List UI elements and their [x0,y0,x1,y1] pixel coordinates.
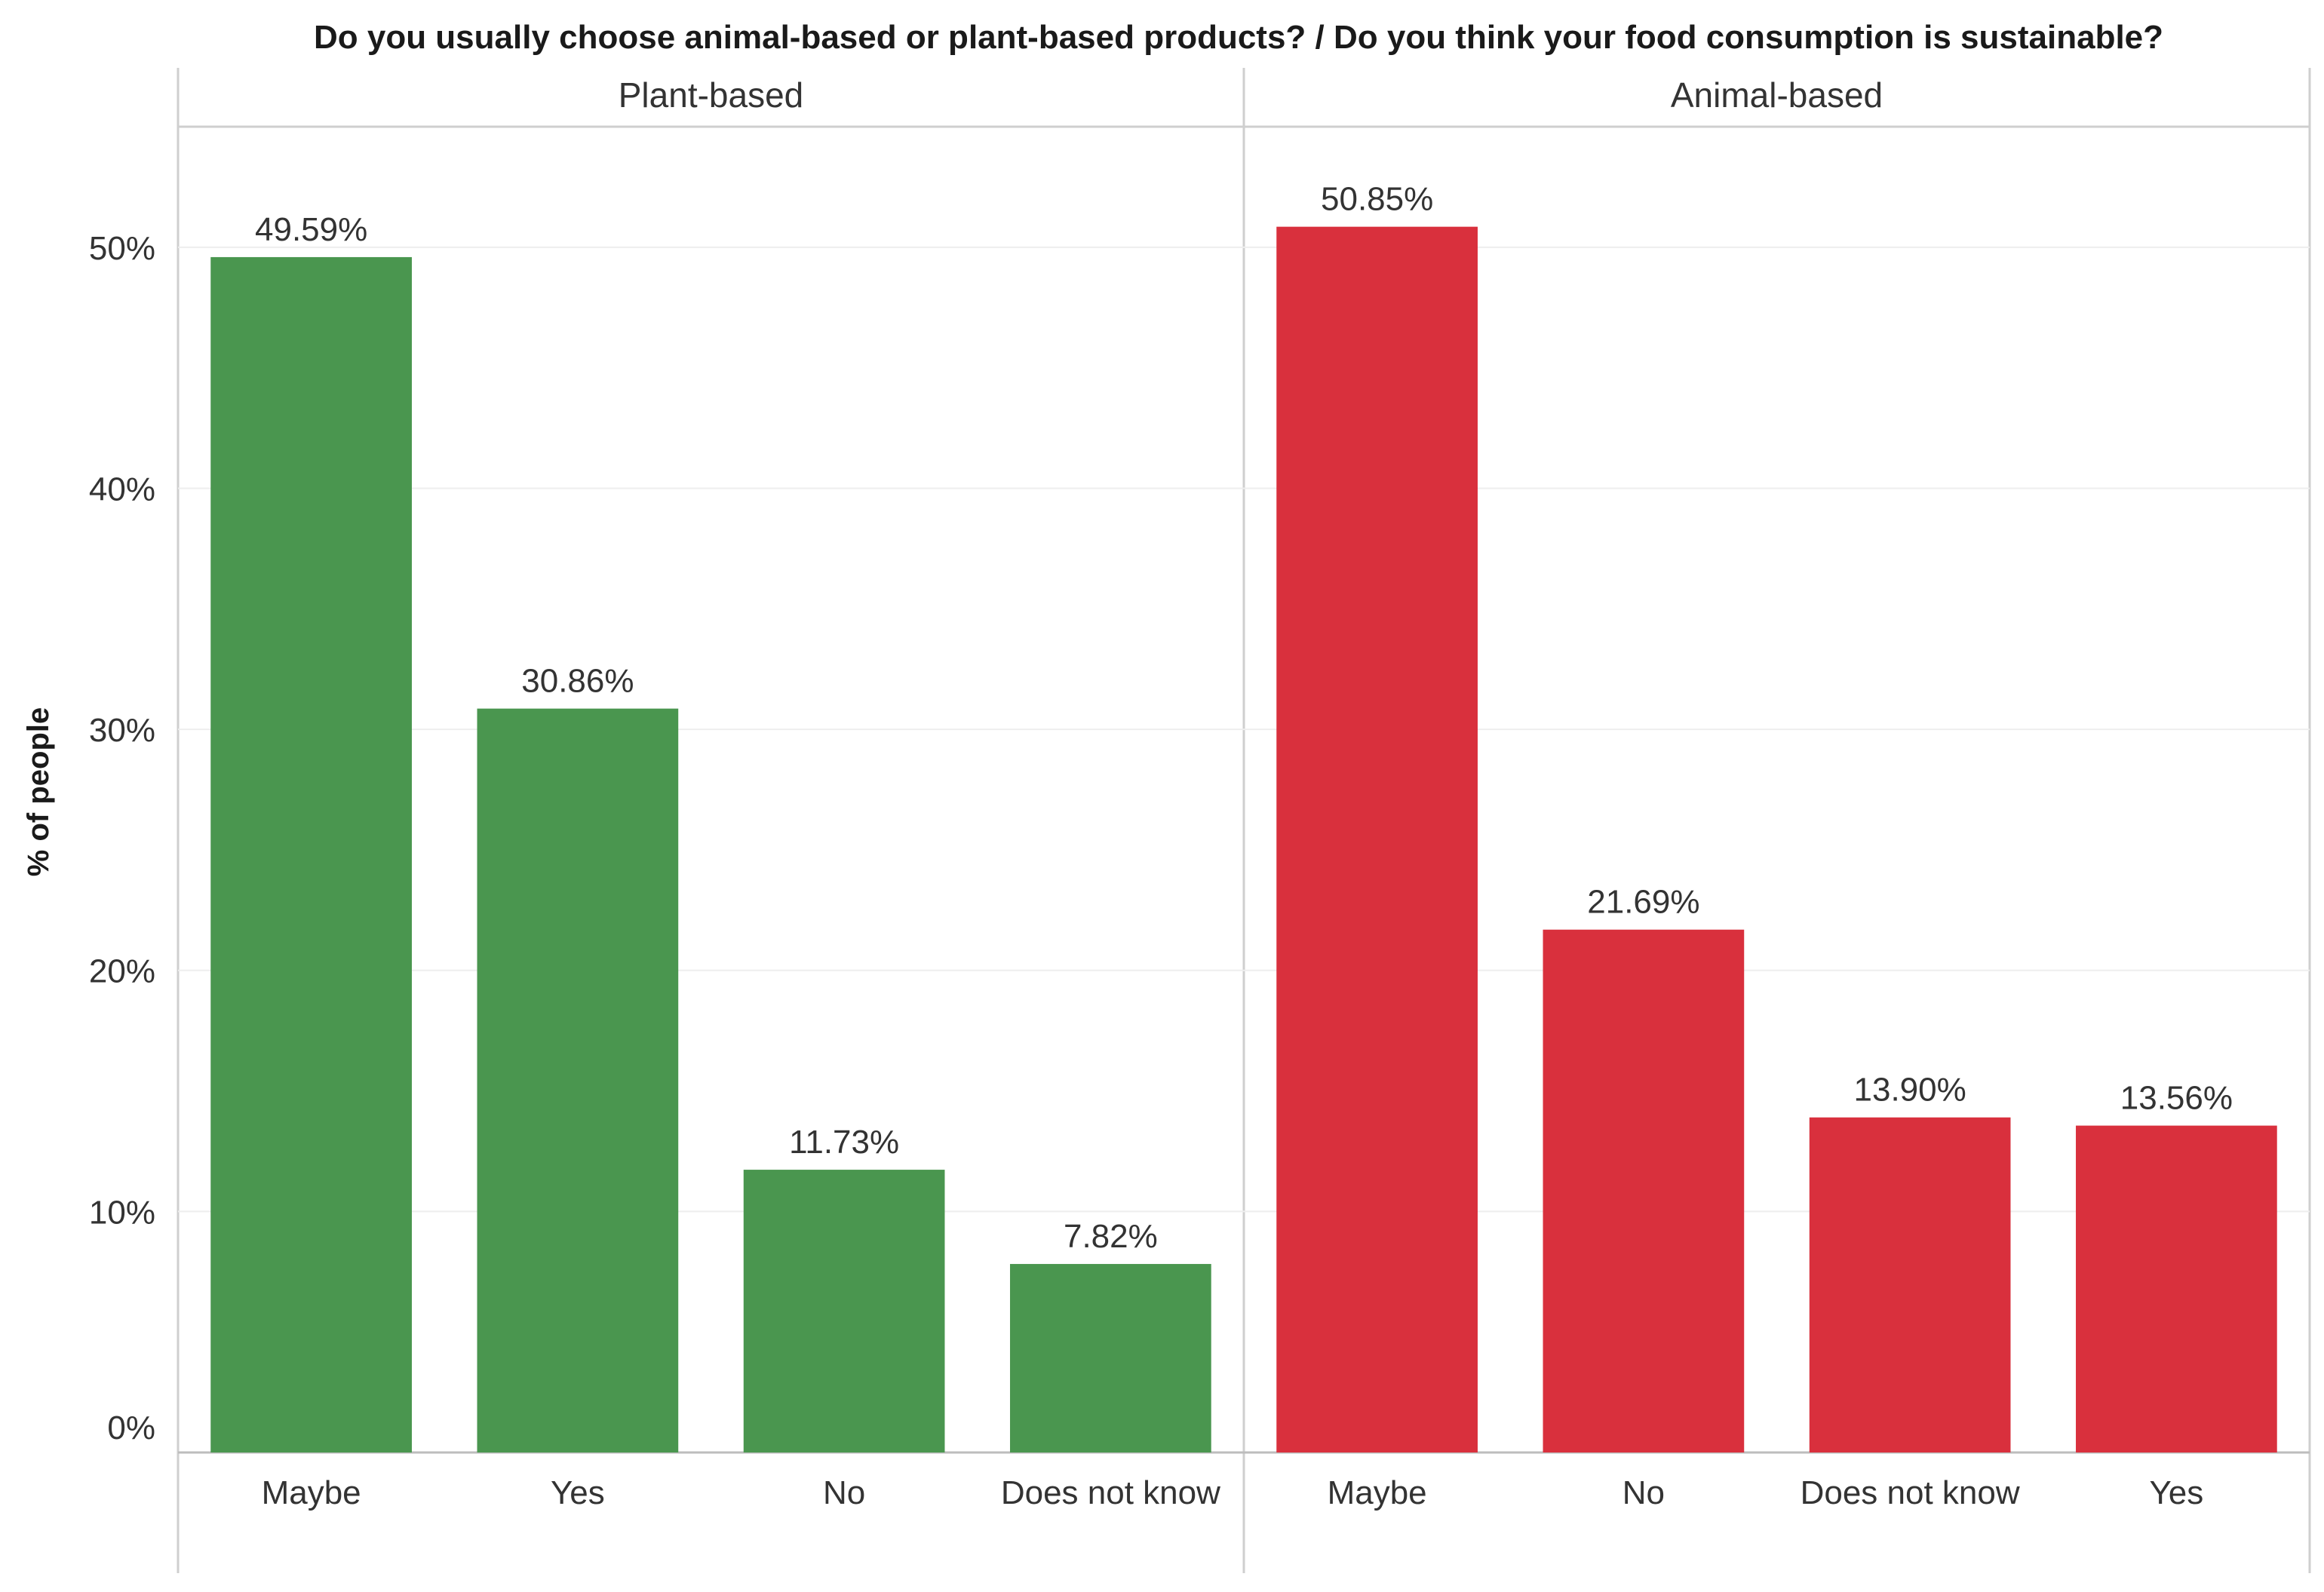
data-label: 13.90% [1854,1072,1966,1109]
y-axis-label: % of people [22,707,55,876]
data-label: 50.85% [1321,181,1433,218]
bar [743,1170,945,1452]
panel-header: Plant-based [619,75,804,115]
bar [1543,929,1745,1452]
x-tick-label: Yes [2149,1474,2203,1511]
x-tick-label: Yes [551,1474,605,1511]
bar [2076,1125,2277,1452]
y-tick-label: 0% [107,1409,155,1446]
data-label: 13.56% [2120,1080,2233,1117]
bar [1276,226,1478,1453]
x-tick-label: Does not know [1801,1474,2020,1511]
y-tick-label: 50% [89,230,155,267]
bar [1809,1117,2011,1452]
y-tick-label: 10% [89,1194,155,1231]
y-axis: 0% 10% 20% 30% 40% 50% [89,230,155,1446]
panel-animal-based: Animal-based 50.85% Maybe 21.69% No 13.90% Doe… [1276,75,2277,1511]
data-label: 7.82% [1064,1218,1158,1255]
y-tick-label: 40% [89,471,155,508]
y-tick-label: 20% [89,953,155,990]
bar [1010,1264,1211,1452]
x-tick-label: Maybe [262,1474,361,1511]
y-tick-label: 30% [89,712,155,749]
x-tick-label: Maybe [1328,1474,1427,1511]
data-label: 11.73% [789,1124,899,1161]
panel-header: Animal-based [1671,75,1883,115]
bar [210,256,412,1452]
panel-plant-based: Plant-based 49.59% Maybe 30.86% Yes 11.73% No 7… [210,75,1220,1511]
data-label: 30.86% [521,663,634,700]
x-tick-label: No [823,1474,865,1511]
chart-title: Do you usually choose animal-based or pl… [314,19,2163,56]
bar [477,708,679,1452]
data-label: 21.69% [1587,884,1699,921]
data-label: 49.59% [255,211,367,248]
x-tick-label: No [1623,1474,1665,1511]
x-tick-label: Does not know [1001,1474,1220,1511]
panels: Plant-based 49.59% Maybe 30.86% Yes 11.73% No 7… [210,75,2277,1511]
